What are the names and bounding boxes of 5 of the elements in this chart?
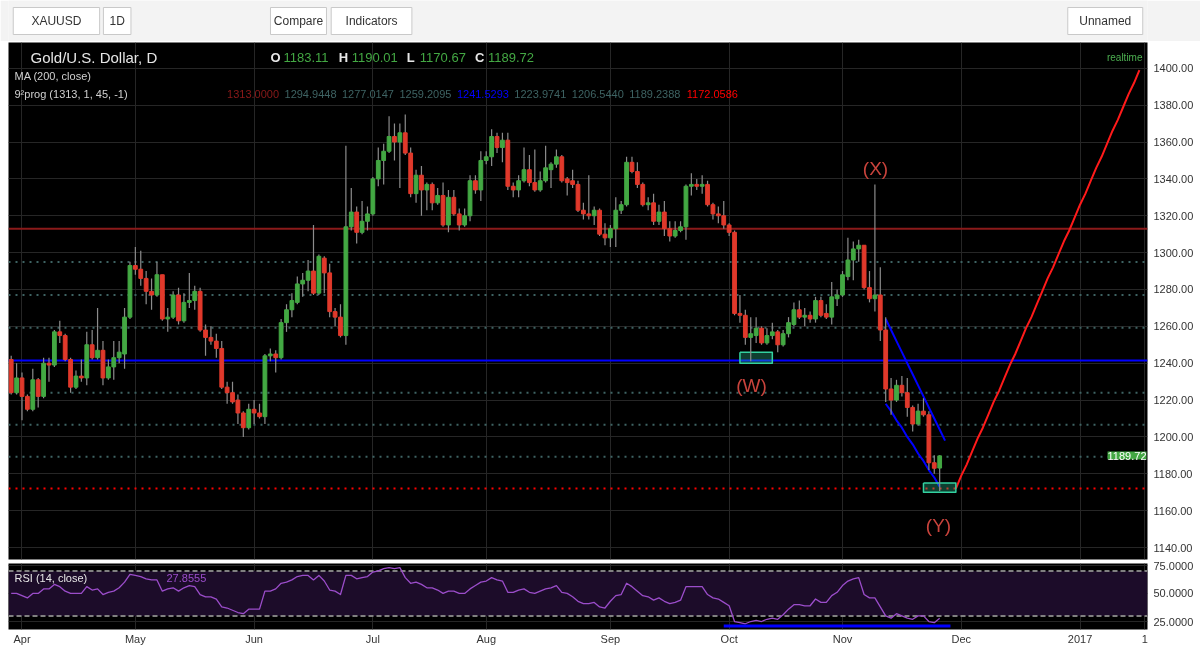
- text: Indicators: [345, 14, 398, 28]
- text: Compare: [273, 14, 324, 28]
- text: XAUUSD: [31, 14, 82, 28]
- text: 1D: [109, 14, 126, 28]
- text: Unnamed: [1079, 14, 1132, 28]
